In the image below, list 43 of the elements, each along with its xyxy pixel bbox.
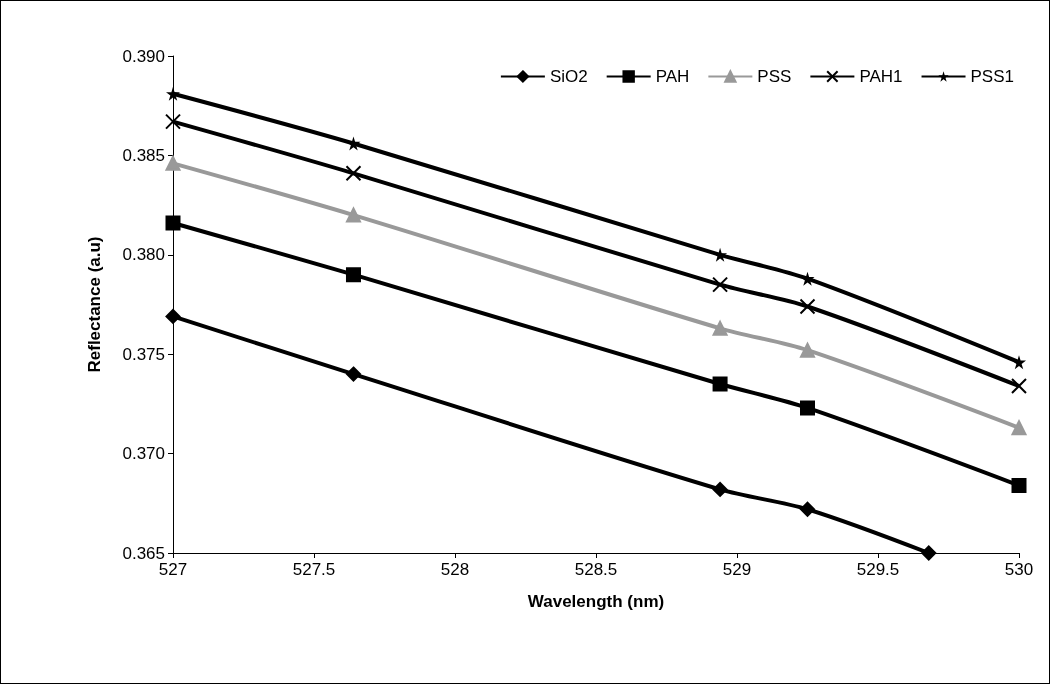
point [712,376,728,392]
point [165,155,181,171]
y-tick-label: 0.385 [122,145,165,165]
point [345,267,361,283]
y-tick-label: 0.370 [122,444,165,464]
point [1011,378,1027,395]
y-tick-label: 0.365 [122,543,165,563]
point [166,86,180,101]
x-tick-label: 529 [722,560,752,579]
legend-label: PSS1 [970,67,1015,86]
legend-label: PAH1 [859,67,903,86]
point [165,215,181,231]
point [800,400,815,416]
x-tick-label: 527.5 [292,560,336,579]
point [1011,420,1027,436]
point [345,366,361,382]
x-tick-label: 528.5 [574,560,618,579]
legend-label: PSS [757,67,792,86]
y-axis-title: Reflectance (a.u) [85,236,104,373]
x-axis-title: Wavelength (nm) [527,592,665,611]
x-tick-label: 529.5 [856,560,900,579]
point [345,165,362,182]
point [712,320,728,336]
point [800,342,815,358]
point [800,501,815,517]
point [713,247,728,262]
point [1012,355,1026,370]
y-tick-label: 0.390 [122,46,165,66]
x-tick-label: 527 [158,560,188,579]
x-tick-label: 528 [440,560,470,579]
legend-label: SiO2 [549,67,588,86]
point [165,308,181,324]
x-tick-label: 530 [1004,560,1034,579]
legend-label: PAH [655,67,690,86]
y-tick-label: 0.380 [122,245,165,265]
point [712,481,728,497]
point [1011,477,1027,493]
point [712,276,729,293]
point [799,298,816,315]
point [345,207,361,223]
point [921,545,937,561]
point [165,113,181,130]
y-tick-label: 0.375 [122,344,165,364]
